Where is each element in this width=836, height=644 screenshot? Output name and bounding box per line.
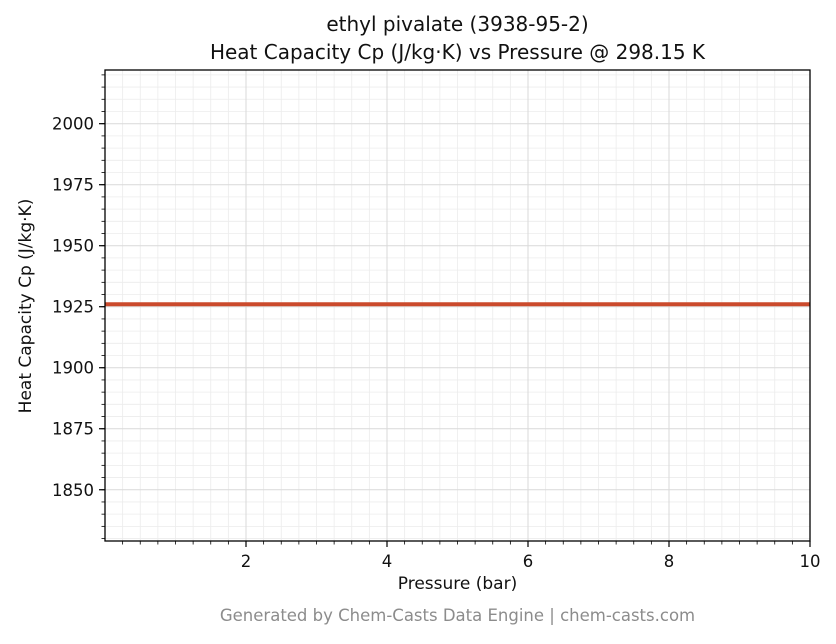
- y-tick-label: 2000: [52, 115, 94, 134]
- y-tick-label: 1925: [52, 298, 94, 317]
- x-tick-label: 10: [800, 552, 821, 571]
- x-tick-label: 6: [523, 552, 534, 571]
- y-tick-label: 1950: [52, 237, 94, 256]
- x-tick-label: 2: [241, 552, 252, 571]
- y-tick-label: 1875: [52, 420, 94, 439]
- x-tick-label: 4: [382, 552, 393, 571]
- chart-title-line2: Heat Capacity Cp (J/kg·K) vs Pressure @ …: [209, 40, 706, 64]
- y-tick-label: 1850: [52, 481, 94, 500]
- chart-title-line1: ethyl pivalate (3938-95-2): [326, 12, 589, 36]
- footer-caption: Generated by Chem-Casts Data Engine | ch…: [219, 606, 696, 625]
- x-axis-label: Pressure (bar): [397, 574, 518, 594]
- y-tick-label: 1900: [52, 359, 94, 378]
- y-axis-label: Heat Capacity Cp (J/kg·K): [16, 198, 36, 414]
- y-tick-label: 1975: [52, 176, 94, 195]
- x-tick-label: 8: [664, 552, 675, 571]
- chart-title: ethyl pivalate (3938-95-2) Heat Capacity…: [105, 10, 810, 66]
